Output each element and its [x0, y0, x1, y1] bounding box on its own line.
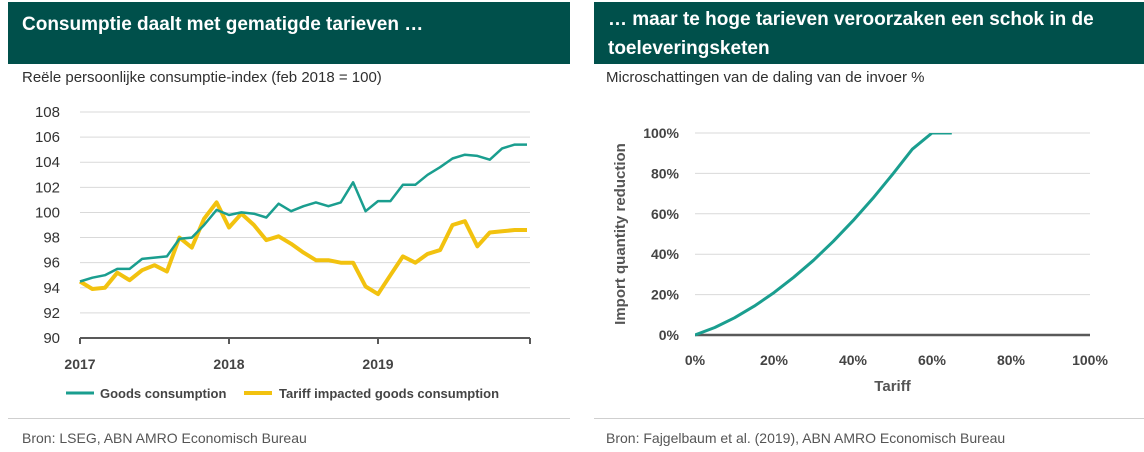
x-axis-title: Tariff [874, 378, 911, 395]
legend-label: Goods consumption [100, 386, 226, 401]
y-tick-label: 96 [43, 255, 60, 272]
legend-label: Tariff impacted goods consumption [279, 386, 499, 401]
x-tick-label: 80% [997, 352, 1026, 368]
x-tick-label: 60% [918, 352, 947, 368]
x-tick-label: 2017 [64, 356, 95, 372]
y-tick-label: 100 [35, 204, 60, 221]
right-panel: … maar te hoge tarieven veroorzaken een … [588, 0, 1144, 452]
y-tick-label: 80% [651, 165, 680, 181]
x-tick-label: 0% [685, 352, 706, 368]
left-source: Bron: LSEG, ABN AMRO Economisch Bureau [22, 430, 307, 446]
y-tick-label: 108 [35, 104, 60, 121]
y-tick-label: 102 [35, 179, 60, 196]
consumption-chart: 90 92 94 96 98 100 102 104 106 108 2017 2018 2019 Goo… [35, 104, 531, 401]
y-tick-label: 90 [43, 330, 60, 347]
y-tick-label: 92 [43, 305, 60, 322]
y-axis-title: Import quantity reduction [612, 143, 629, 325]
left-divider [8, 418, 570, 419]
x-tick-label: 2019 [362, 356, 393, 372]
left-panel: Consumptie daalt met gematigde tarieven … [0, 0, 570, 452]
left-subtitle: Reële persoonlijke consumptie-index (feb… [22, 69, 382, 86]
right-source: Bron: Fajgelbaum et al. (2019), ABN AMRO… [606, 430, 1006, 446]
y-tick-label: 0% [659, 327, 680, 343]
right-subtitle: Microschattingen van de daling van de in… [606, 69, 925, 86]
x-tick-label: 2018 [213, 356, 244, 372]
x-tick-label: 20% [760, 352, 789, 368]
y-tick-label: 94 [43, 280, 60, 297]
x-tick-label: 100% [1072, 352, 1108, 368]
x-tick-label: 40% [839, 352, 868, 368]
y-tick-label: 98 [43, 230, 60, 247]
series-line-import-reduction [695, 133, 952, 337]
y-tick-label: 20% [651, 287, 680, 303]
right-title: … maar te hoge tarieven veroorzaken een … [594, 2, 1144, 64]
y-tick-label: 60% [651, 206, 680, 222]
series-line-tariff [78, 200, 527, 297]
import-reduction-chart: 0% 20% 40% 60% 80% 100% 0% 20% 40% 60% 80% 100% Tari… [612, 125, 1108, 395]
right-divider [594, 418, 1144, 419]
y-tick-label: 104 [35, 154, 60, 171]
y-tick-label: 100% [643, 125, 679, 141]
y-tick-label: 40% [651, 246, 680, 262]
series-line-goods [79, 143, 527, 283]
left-title: Consumptie daalt met gematigde tarieven … [8, 2, 570, 64]
y-tick-label: 106 [35, 129, 60, 146]
